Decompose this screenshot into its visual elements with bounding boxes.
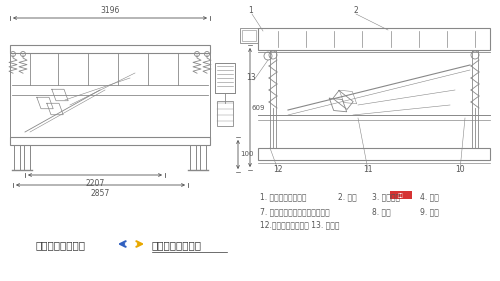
Bar xyxy=(240,28,258,43)
Text: 2207: 2207 xyxy=(86,179,104,188)
Bar xyxy=(190,145,196,170)
Bar xyxy=(258,28,490,50)
Bar xyxy=(24,145,30,170)
Bar xyxy=(10,137,210,145)
Bar xyxy=(258,148,490,160)
Bar xyxy=(200,145,206,170)
Text: 8. 支架: 8. 支架 xyxy=(372,207,391,216)
Bar xyxy=(242,30,256,41)
Text: 2857: 2857 xyxy=(91,189,110,198)
Text: 12: 12 xyxy=(273,165,283,174)
Text: 13: 13 xyxy=(246,73,256,82)
Text: 直线振动筛尺寸图: 直线振动筛尺寸图 xyxy=(35,240,85,250)
Text: 2. 上盖: 2. 上盖 xyxy=(338,192,357,201)
Text: 10: 10 xyxy=(455,165,465,174)
Text: 609: 609 xyxy=(252,105,266,110)
Bar xyxy=(10,45,210,53)
Bar xyxy=(14,145,20,170)
Text: 中大: 中大 xyxy=(398,192,404,198)
Text: 9. 筛箱: 9. 筛箱 xyxy=(420,207,439,216)
Text: 3. 网架压板: 3. 网架压板 xyxy=(372,192,400,201)
Text: 7. 运输固定板（使用时去除！）: 7. 运输固定板（使用时去除！） xyxy=(260,207,330,216)
Bar xyxy=(217,101,233,126)
Text: 直线振动筛结构图: 直线振动筛结构图 xyxy=(152,240,202,250)
Text: 100: 100 xyxy=(240,151,254,157)
Text: 1: 1 xyxy=(248,6,253,15)
Bar xyxy=(215,63,235,93)
Text: 12.减振（隔振）弹簧 13. 吊装环: 12.减振（隔振）弹簧 13. 吊装环 xyxy=(260,220,340,229)
Text: 1. 进料口（布料器）: 1. 进料口（布料器） xyxy=(260,192,306,201)
Text: 11: 11 xyxy=(363,165,373,174)
Text: 3196: 3196 xyxy=(100,6,119,15)
Text: 2: 2 xyxy=(353,6,358,15)
Text: 4. 网架: 4. 网架 xyxy=(420,192,439,201)
Bar xyxy=(390,191,412,199)
